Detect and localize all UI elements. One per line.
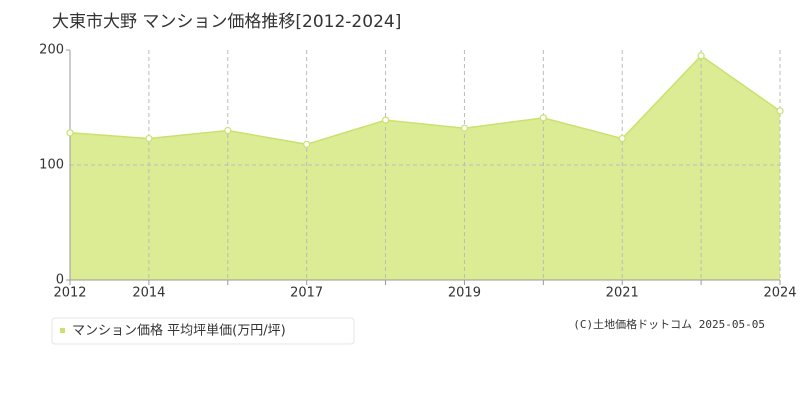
legend-swatch	[60, 328, 65, 333]
x-tick-label: 2024	[763, 286, 796, 301]
legend-label: マンション価格 平均坪単価(万円/坪)	[72, 323, 286, 339]
area	[70, 55, 780, 280]
point	[381, 116, 390, 124]
point	[145, 134, 153, 143]
x-tick-label: 2017	[290, 286, 323, 301]
x-tick-label: 2019	[448, 286, 481, 301]
point	[66, 129, 74, 137]
x-tick-label: 2012	[53, 286, 86, 301]
point	[697, 52, 705, 60]
line	[69, 54, 781, 146]
point	[224, 126, 232, 135]
point	[539, 114, 547, 122]
y-tick-label: 0	[56, 273, 64, 288]
legend-box	[51, 317, 355, 345]
x-tick-label: 2014	[132, 286, 165, 301]
point	[303, 140, 311, 148]
y-tick-label: 100	[39, 158, 64, 173]
x-tick-label: 2021	[606, 286, 639, 301]
point	[618, 134, 626, 143]
y-tick-label: 200	[39, 43, 64, 58]
chart-title: 大東市大野 マンション価格推移[2012-2024]	[52, 12, 401, 32]
point	[460, 124, 469, 132]
point	[776, 107, 784, 115]
credit: (C)土地価格ドットコム 2025-05-05	[573, 317, 765, 331]
